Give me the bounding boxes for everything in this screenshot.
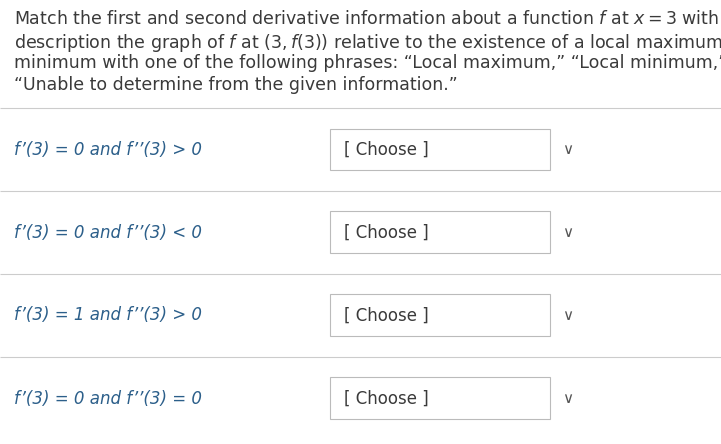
Text: f’(3) = 1 and f’’(3) > 0: f’(3) = 1 and f’’(3) > 0	[14, 306, 202, 325]
Text: description the graph of $f$ at $(3, f(3))$ relative to the existence of a local: description the graph of $f$ at $(3, f(3…	[14, 32, 721, 54]
Text: f’(3) = 0 and f’’(3) = 0: f’(3) = 0 and f’’(3) = 0	[14, 389, 202, 408]
FancyBboxPatch shape	[330, 294, 550, 337]
Text: ∨: ∨	[562, 142, 574, 157]
Text: [ Choose ]: [ Choose ]	[344, 140, 429, 159]
Text: f’(3) = 0 and f’’(3) < 0: f’(3) = 0 and f’’(3) < 0	[14, 223, 202, 242]
Text: ∨: ∨	[562, 391, 574, 406]
Text: [ Choose ]: [ Choose ]	[344, 223, 429, 242]
Text: “Unable to determine from the given information.”: “Unable to determine from the given info…	[14, 76, 458, 94]
Text: ∨: ∨	[562, 225, 574, 240]
Text: [ Choose ]: [ Choose ]	[344, 389, 429, 408]
Text: [ Choose ]: [ Choose ]	[344, 306, 429, 325]
Text: minimum with one of the following phrases: “Local maximum,” “Local minimum,” “Ne: minimum with one of the following phrase…	[14, 54, 721, 72]
FancyBboxPatch shape	[330, 211, 550, 254]
Text: f’(3) = 0 and f’’(3) > 0: f’(3) = 0 and f’’(3) > 0	[14, 140, 202, 159]
Text: Match the first and second derivative information about a function $f$ at $x = 3: Match the first and second derivative in…	[14, 10, 721, 28]
FancyBboxPatch shape	[330, 128, 550, 170]
FancyBboxPatch shape	[330, 377, 550, 420]
Text: ∨: ∨	[562, 308, 574, 323]
